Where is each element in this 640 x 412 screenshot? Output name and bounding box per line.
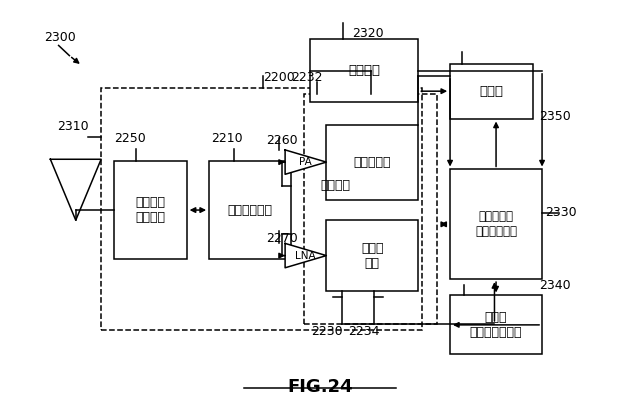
Text: ユーザ
インタフェイス: ユーザ インタフェイス bbox=[470, 311, 522, 339]
Text: 2234: 2234 bbox=[349, 325, 380, 339]
Bar bbox=[209, 161, 291, 259]
Text: 2250: 2250 bbox=[114, 132, 145, 145]
Text: 2330: 2330 bbox=[545, 206, 577, 219]
Bar bbox=[114, 161, 187, 259]
Text: 2340: 2340 bbox=[539, 279, 570, 292]
Bar bbox=[304, 94, 437, 324]
Bar bbox=[450, 295, 542, 354]
Text: 2320: 2320 bbox=[352, 27, 383, 40]
Polygon shape bbox=[285, 243, 326, 268]
Text: 2310: 2310 bbox=[57, 120, 88, 133]
Text: 2210: 2210 bbox=[211, 132, 243, 145]
Text: 2232: 2232 bbox=[291, 71, 323, 84]
Text: 2260: 2260 bbox=[266, 134, 298, 147]
Text: 2270: 2270 bbox=[266, 232, 298, 245]
Text: 2200: 2200 bbox=[263, 71, 294, 84]
Bar bbox=[326, 220, 419, 291]
Bar bbox=[450, 64, 532, 119]
Text: メモリ: メモリ bbox=[479, 85, 503, 98]
Text: アンテナ
スイッチ: アンテナ スイッチ bbox=[135, 196, 165, 224]
Bar bbox=[326, 125, 419, 200]
Text: 送受信器: 送受信器 bbox=[321, 179, 351, 192]
Text: ベース帯域
サブシステム: ベース帯域 サブシステム bbox=[475, 210, 517, 238]
Bar bbox=[450, 169, 542, 279]
Text: 2350: 2350 bbox=[539, 110, 571, 123]
Text: 2230: 2230 bbox=[311, 325, 343, 339]
Text: PA: PA bbox=[300, 157, 312, 167]
Bar bbox=[310, 40, 419, 102]
Text: デュプレクサ: デュプレクサ bbox=[228, 204, 273, 217]
Text: 2300: 2300 bbox=[44, 31, 76, 44]
Text: LNA: LNA bbox=[296, 250, 316, 260]
Bar bbox=[101, 88, 422, 330]
Text: FIG.24: FIG.24 bbox=[287, 378, 353, 396]
Polygon shape bbox=[285, 150, 326, 174]
Text: 電力管理: 電力管理 bbox=[348, 64, 380, 77]
Text: 送信器回路: 送信器回路 bbox=[353, 156, 391, 169]
Text: 受信器
回路: 受信器 回路 bbox=[361, 242, 383, 270]
